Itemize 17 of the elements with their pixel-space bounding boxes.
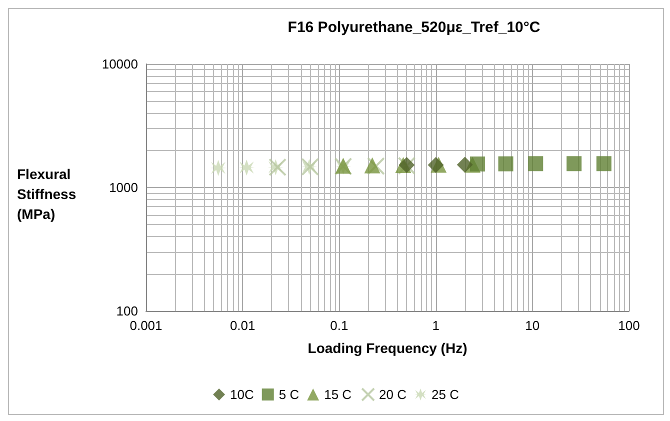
- y-tick-label: 100: [116, 304, 138, 318]
- x-tick-label: 0.1: [330, 318, 348, 333]
- x-tick-label: 100: [618, 318, 640, 333]
- x-tick-label: 0.01: [230, 318, 256, 333]
- x-tick-label: 1: [432, 318, 440, 333]
- y-axis-title: Flexural Stiffness (MPa): [17, 166, 80, 222]
- x-axis-title: Loading Frequency (Hz): [308, 340, 468, 356]
- legend-label: 10C: [230, 387, 254, 402]
- y-tick-label: 1000: [109, 180, 138, 195]
- x-tick-label: 0.001: [130, 318, 162, 333]
- y-tick-label: 10000: [102, 56, 138, 72]
- legend-label: 20 C: [379, 387, 407, 402]
- legend-label: 15 C: [324, 387, 352, 402]
- chart-title: F16 Polyurethane_520με_Tref_10°C: [288, 19, 540, 36]
- legend-label: 25 C: [432, 387, 459, 402]
- legend-label: 5 C: [278, 387, 300, 402]
- x-tick-label: 10: [525, 318, 540, 333]
